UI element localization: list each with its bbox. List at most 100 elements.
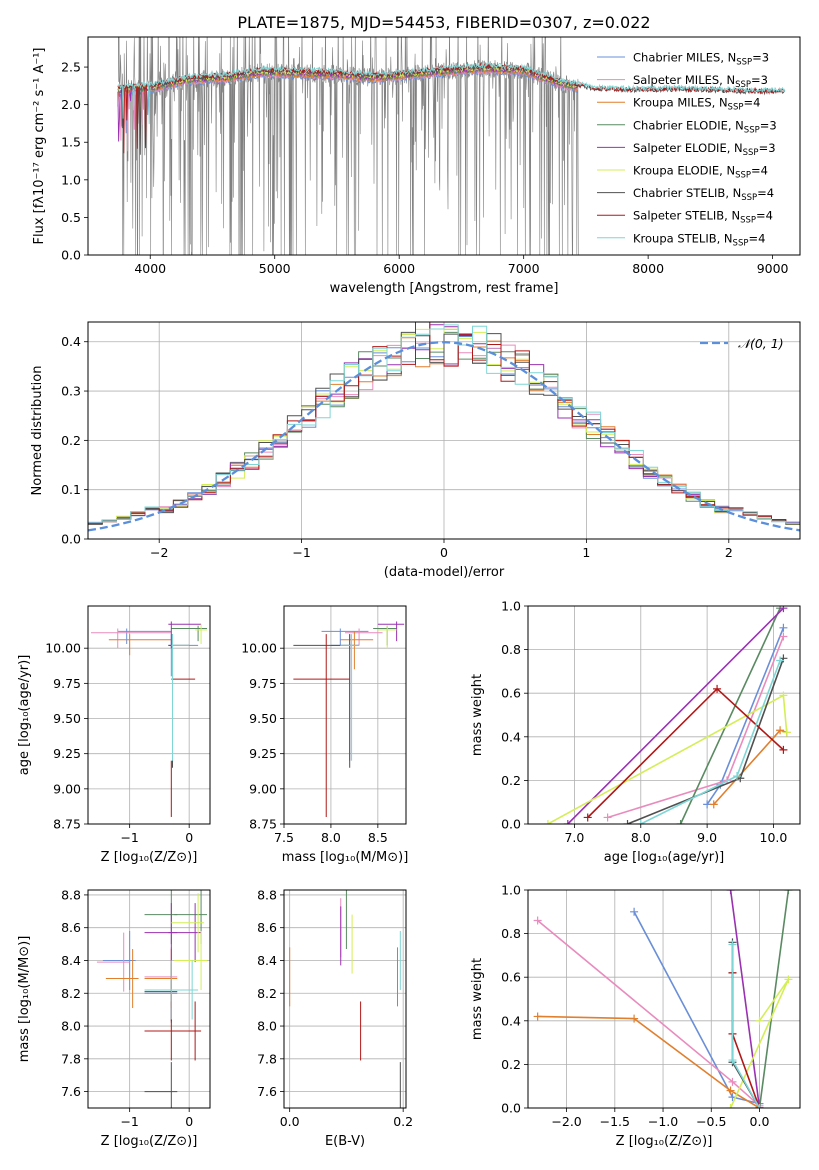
weight_vs_age-xtick-label: 9.0 [697, 830, 717, 845]
age_vs_mass-xtick-label: 8.0 [321, 830, 341, 845]
weight_vs_Z-xtick-label: −1.5 [600, 1114, 630, 1129]
weight-marker-chabrier_elodie [784, 890, 793, 894]
mass_vs_Z-axes: −1 0 7.6 7.8 8.0 8.2 8.4 8.6 8.8 Z [log₁₀(Z/Z⊙)] m… [17, 887, 211, 1149]
mass_vs_Z-ytick-label: 8.0 [61, 1019, 81, 1034]
weight-marker-kroupa_elodie [543, 820, 552, 824]
spectrum-ytick-label: 2.0 [61, 97, 81, 112]
weight-marker-kroupa_miles [630, 1014, 639, 1023]
weight_vs_Z-ytick-label: 0.0 [501, 1101, 521, 1116]
residuals-ylabel: Normed distribution [30, 366, 45, 496]
spectrum-ytick-label: 1.5 [61, 135, 81, 150]
spectrum-xtick-label: 5000 [259, 261, 291, 276]
weight-marker-chabrier_miles [630, 907, 639, 916]
weight-marker-kroupa_stelib [728, 1056, 737, 1065]
age_vs_Z-ytick-label: 9.50 [53, 711, 81, 726]
legend-rest: =3 [760, 118, 777, 132]
spectrum-xlabel: wavelength [Angstrom, rest frame] [330, 281, 559, 296]
residuals-axes: −2 −1 0 1 2 0.0 0.1 0.2 0.3 0.4 (data-model)/error… [30, 321, 801, 580]
mass_vs_Z-ytick-label: 8.4 [61, 953, 81, 968]
age_vs_Z-axes: −1 0 8.75 9.00 9.25 9.50 9.75 10.00 Z [log₁₀(Z/Z… [17, 605, 211, 865]
age_vs_Z-ylabel: age [log₁₀(age/yr)] [17, 655, 32, 776]
weight_vs_Z-xtick-label: 0.0 [750, 1114, 770, 1129]
spectrum-xtick-label: 8000 [632, 261, 664, 276]
weight_vs_Z-ytick-label: 0.2 [501, 1057, 521, 1072]
spectrum-ytick-label: 1.0 [61, 172, 81, 187]
weight_vs_Z-axes: −2.0 −1.5 −1.0 −0.5 0.0 0.0 0.2 0.4 0.6 0.8 1.0 Z [… [470, 883, 801, 1149]
age_vs_Z-ytick-label: 9.00 [53, 781, 81, 796]
weight-line-salpeter_elodie [729, 890, 761, 1108]
mass_vs_ebv-frame [283, 889, 407, 1109]
weight-line-salpeter_miles [537, 919, 761, 1107]
legend-sub: SSP [744, 125, 760, 135]
residuals-frame [87, 321, 801, 540]
spectrum-axes: 4000 5000 6000 7000 8000 9000 0.0 0.5 1.0 1.5 2.0 2… [32, 36, 801, 296]
legend-sub: SSP [735, 171, 751, 181]
legend-label-salpeter_elodie: Salpeter ELODIE, NSSP=3 [633, 141, 776, 158]
weight-marker-salpeter_miles [779, 632, 788, 641]
weight-marker-kroupa_stelib [776, 656, 785, 665]
weight-marker-kroupa_elodie [784, 975, 793, 984]
mass_vs_Z-ytick-label: 8.2 [61, 986, 81, 1001]
residuals-xtick-label: −2 [150, 545, 168, 560]
mass_vs_Z-frame [87, 889, 211, 1109]
age_vs_mass-frame [283, 605, 407, 825]
age_vs_Z-xtick-label: −1 [120, 830, 138, 845]
legend-sub: SSP [728, 103, 744, 113]
residuals-xtick-label: 2 [725, 545, 733, 560]
mass_vs_ebv-xtick-label: 0.0 [280, 1114, 300, 1129]
age_vs_mass-xlabel: mass [log₁₀(M/M⊙)] [282, 850, 409, 865]
weight-marker-salpeter_miles [533, 916, 542, 925]
residuals-xtick-label: 1 [582, 545, 590, 560]
hist-kroupa_stelib [88, 324, 800, 524]
legend-label-salpeter_stelib: Salpeter STELIB, NSSP=4 [633, 209, 773, 226]
age_vs_Z-plot-area [88, 606, 210, 824]
weight-marker-salpeter_elodie [779, 606, 788, 613]
age_vs_mass-ytick-label: 9.25 [249, 746, 277, 761]
mass_vs_ebv-ytick-label: 8.2 [257, 986, 277, 1001]
legend-label-kroupa_elodie: Kroupa ELODIE, NSSP=4 [633, 164, 768, 181]
age_vs_mass-ytick-label: 9.75 [249, 676, 277, 691]
mass_vs_Z-xtick-label: −1 [120, 1114, 138, 1129]
residuals-ytick-label: 0.1 [61, 482, 81, 497]
weight_vs_Z-xlabel: Z [log₁₀(Z/Z⊙)] [616, 1134, 713, 1149]
mass_vs_Z-xtick-label: 0 [185, 1114, 193, 1129]
weight-marker-salpeter_miles [603, 813, 612, 822]
spectrum-legend: Chabrier MILES, NSSP=3 Salpeter MILES, NS… [597, 51, 777, 248]
hist-chabrier_stelib [88, 331, 800, 525]
legend-rest: =4 [751, 164, 768, 178]
spectrum-xtick-label: 7000 [508, 261, 540, 276]
legend-label-kroupa_stelib: Kroupa STELIB, NSSP=4 [633, 231, 765, 248]
mass_vs_ebv-ytick-label: 8.8 [257, 887, 277, 902]
legend-rest: =3 [752, 51, 769, 65]
legend-rest: =4 [748, 231, 765, 245]
legend-rest: =4 [743, 96, 760, 110]
legend-rest: =4 [757, 186, 774, 200]
weight_vs_Z-ytick-label: 0.6 [501, 970, 521, 985]
weight_vs_age-ytick-label: 0.8 [501, 642, 521, 657]
weight-marker-kroupa_stelib [728, 940, 737, 949]
weight-line-kroupa_elodie [547, 694, 788, 824]
weight-line-salpeter_elodie [567, 607, 784, 824]
figure-title: PLATE=1875, MJD=54453, FIBERID=0307, z=0… [237, 13, 650, 32]
weight_vs_age-xlabel: age [log₁₀(age/yr)] [604, 850, 725, 865]
age_vs_Z-ytick-label: 9.75 [53, 676, 81, 691]
weight_vs_age-xtick-label: 7.0 [564, 830, 584, 845]
legend-rest: =3 [759, 141, 776, 155]
weight_vs_age-ytick-label: 0.6 [501, 686, 521, 701]
weight_vs_Z-xtick-label: −0.5 [696, 1114, 726, 1129]
age_vs_mass-plot-area [284, 606, 406, 824]
weight-marker-salpeter_stelib [779, 745, 788, 754]
spectrum-xtick-label: 6000 [383, 261, 415, 276]
weight-line-salpeter_stelib [731, 972, 761, 1108]
mass_vs_Z-ytick-label: 8.6 [61, 920, 81, 935]
weight-line-kroupa_miles [537, 1015, 760, 1108]
weight-marker-kroupa_miles [709, 800, 718, 809]
residuals-ytick-label: 0.4 [61, 334, 81, 349]
weight_vs_age-ylabel: mass weight [470, 674, 485, 756]
spectrum-plot-area [117, 37, 786, 255]
legend-label-normal: 𝒩(0, 1) [738, 336, 784, 351]
weight-marker-kroupa_stelib [755, 1104, 764, 1108]
age_vs_Z-ytick-label: 9.25 [53, 746, 81, 761]
weight-marker-kroupa_elodie [755, 1016, 764, 1025]
